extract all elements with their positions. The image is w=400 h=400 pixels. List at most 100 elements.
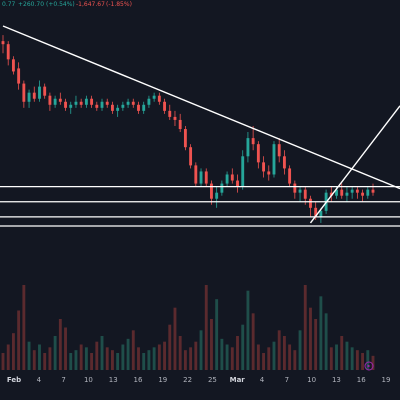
volume-bar	[204, 285, 208, 370]
candle-body	[152, 95, 156, 99]
volume-bar	[95, 341, 99, 370]
volume-bar	[361, 353, 365, 370]
candle-body	[163, 101, 166, 111]
candle-body	[236, 180, 239, 187]
candle	[79, 98, 83, 108]
volume-bar	[32, 350, 36, 370]
flag-icon[interactable]	[364, 361, 374, 371]
candle	[309, 195, 312, 217]
volume-bar	[309, 307, 312, 370]
volume-bar	[58, 319, 62, 370]
candle	[116, 104, 120, 117]
candle	[230, 168, 234, 184]
candle	[236, 174, 239, 193]
candle	[90, 95, 94, 108]
volume-bar	[126, 338, 130, 370]
volume-bar	[303, 285, 307, 370]
candle	[194, 162, 198, 187]
volume-bar	[69, 353, 73, 370]
candle	[168, 104, 172, 120]
candle	[350, 186, 354, 199]
candle	[220, 180, 224, 196]
change2-abs: -1,647.67	[76, 1, 105, 8]
drawing-layer	[0, 25, 400, 227]
candle-body	[361, 192, 365, 196]
volume-bar	[215, 299, 219, 370]
candle-body	[293, 183, 297, 193]
candle-body	[126, 101, 130, 105]
candle-body	[314, 207, 318, 217]
candle-body	[157, 95, 161, 102]
volume-bar	[163, 341, 166, 370]
x-tick-label: 4	[37, 376, 42, 384]
candle-body	[298, 189, 302, 193]
candle-body	[43, 86, 47, 96]
volume-bar	[100, 336, 104, 370]
volume-bar	[246, 290, 250, 370]
x-tick-label: 22	[183, 376, 192, 384]
volume-bar	[189, 347, 193, 370]
flag-marker[interactable]	[364, 361, 374, 371]
candle	[298, 186, 302, 202]
candle	[366, 186, 370, 199]
candle-body	[319, 210, 323, 217]
volume-bar	[11, 333, 15, 370]
volume-bar	[293, 350, 297, 370]
x-tick-label: Mar	[230, 376, 246, 384]
x-tick-label: 4	[260, 376, 265, 384]
volume-bar	[142, 353, 146, 370]
candle	[183, 126, 187, 151]
candle	[204, 168, 208, 187]
candle-body	[111, 104, 114, 111]
volume-bar	[152, 347, 156, 370]
candle-body	[329, 192, 333, 196]
candle-body	[121, 104, 125, 108]
volume-bar	[178, 336, 182, 370]
volume-bar	[43, 353, 47, 370]
volume-bar	[350, 347, 354, 370]
candle-body	[79, 101, 83, 105]
candle-body	[32, 92, 36, 99]
candle	[293, 180, 297, 199]
candle-body	[262, 162, 265, 172]
candle-body	[282, 156, 286, 169]
volume-bar	[111, 350, 114, 370]
candle	[43, 83, 47, 99]
candle-body	[105, 101, 109, 105]
volume-bar	[329, 347, 333, 370]
candle	[282, 150, 286, 175]
candle-body	[137, 104, 140, 111]
candle-body	[241, 156, 245, 187]
volume-bar	[272, 341, 276, 370]
volume-bar	[225, 344, 229, 370]
candle-body	[215, 192, 219, 199]
candle-body	[48, 95, 52, 105]
candle	[84, 95, 88, 108]
x-tick-label: 7	[285, 376, 289, 384]
trendline[interactable]	[309, 105, 400, 224]
candle	[267, 165, 271, 181]
candle	[210, 180, 213, 205]
candle	[189, 144, 193, 169]
volume-bar	[314, 319, 318, 370]
candle-body	[225, 174, 229, 184]
candle	[163, 98, 166, 114]
candle-body	[53, 98, 57, 105]
volume-bar	[194, 341, 198, 370]
volume-bar	[79, 344, 83, 370]
candle	[74, 95, 78, 108]
candle-body	[355, 189, 359, 193]
candle	[11, 56, 15, 75]
volume-bar	[131, 330, 135, 370]
volume-bar	[288, 344, 292, 370]
candle	[262, 156, 265, 178]
price-fragment: 0.77	[2, 1, 16, 8]
volume-bar	[90, 353, 94, 370]
trendline[interactable]	[2, 25, 400, 190]
candle	[173, 110, 177, 126]
candle	[6, 41, 10, 66]
candle-body	[95, 104, 99, 108]
volume-bar	[335, 344, 338, 370]
